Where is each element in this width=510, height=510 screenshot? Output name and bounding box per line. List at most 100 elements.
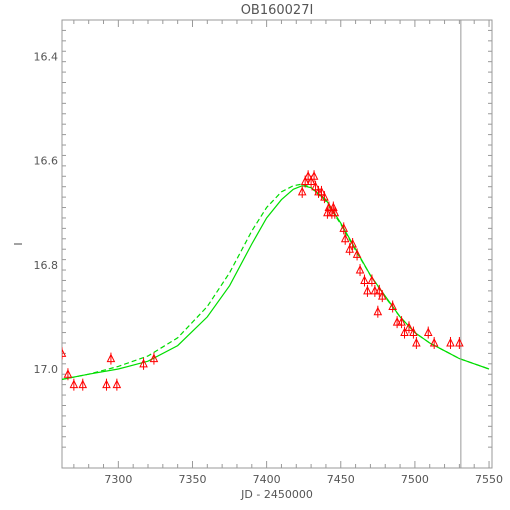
- data-point: [409, 326, 418, 339]
- data-point: [446, 336, 455, 349]
- chart-title: OB160027I: [241, 3, 314, 18]
- triangle-marker: [355, 264, 365, 274]
- triangle-marker: [455, 337, 464, 347]
- y-tick-label: 16.8: [34, 259, 59, 272]
- triangle-marker: [412, 337, 421, 347]
- x-tick-label: 7400: [253, 473, 281, 486]
- data-point: [388, 300, 397, 313]
- triangle-marker: [392, 317, 402, 326]
- axis-tick-labels: 7300 7350 7400 7450 7500 7550 16.4 16.6 16.8 17.0: [34, 50, 504, 486]
- data-point: [106, 352, 116, 365]
- observation-points: [62, 170, 464, 391]
- x-tick-label: 7350: [178, 473, 206, 486]
- triangle-marker: [63, 369, 73, 378]
- data-point: [352, 248, 362, 261]
- triangle-marker: [69, 379, 79, 389]
- triangle-marker: [297, 186, 307, 196]
- triangle-marker: [62, 348, 67, 357]
- data-point: [62, 347, 67, 360]
- data-point: [373, 305, 383, 318]
- data-point: [360, 274, 369, 287]
- data-point: [455, 336, 464, 349]
- triangle-marker: [311, 181, 320, 191]
- triangle-marker: [423, 327, 433, 337]
- triangle-marker: [303, 171, 313, 180]
- y-tick-label: 17.0: [34, 363, 59, 376]
- data-point: [78, 378, 88, 391]
- triangle-marker: [373, 306, 383, 316]
- triangle-marker: [339, 223, 349, 232]
- triangle-marker: [320, 191, 329, 201]
- model-curve-dashed: [62, 183, 490, 380]
- y-tick-label: 16.6: [34, 155, 59, 168]
- data-point: [317, 185, 326, 198]
- triangle-marker: [306, 176, 316, 185]
- triangle-marker: [139, 358, 148, 368]
- y-axis-title: I: [12, 242, 25, 245]
- data-point: [412, 336, 421, 349]
- data-point: [400, 326, 409, 339]
- triangle-marker: [409, 327, 418, 337]
- triangle-marker: [112, 379, 122, 389]
- data-point: [320, 191, 329, 204]
- triangle-marker: [360, 275, 369, 284]
- data-point: [102, 378, 111, 391]
- data-point: [375, 284, 384, 297]
- data-point: [63, 368, 73, 381]
- triangle-marker: [377, 290, 387, 300]
- x-axis-title: JD - 2450000: [240, 488, 313, 501]
- triangle-marker: [404, 322, 414, 331]
- data-point: [429, 336, 439, 349]
- data-point: [112, 378, 122, 391]
- triangle-marker: [330, 207, 340, 217]
- data-point: [363, 284, 372, 297]
- data-point: [348, 238, 357, 250]
- triangle-marker: [363, 285, 372, 295]
- plot-frame: [61, 19, 493, 469]
- triangle-marker: [388, 301, 397, 311]
- data-point: [423, 326, 433, 339]
- axis-ticks: [62, 20, 492, 468]
- x-tick-label: 7500: [401, 473, 429, 486]
- data-point: [139, 357, 148, 370]
- triangle-marker: [102, 379, 111, 389]
- triangle-marker: [352, 249, 362, 258]
- data-point: [370, 284, 380, 297]
- x-tick-label: 7550: [475, 473, 503, 486]
- data-point: [327, 206, 337, 219]
- data-point: [340, 232, 350, 245]
- triangle-marker: [324, 202, 334, 212]
- data-point: [404, 321, 414, 334]
- triangle-marker: [149, 353, 159, 363]
- triangle-marker: [400, 327, 409, 337]
- data-point: [377, 290, 387, 303]
- x-tick-label: 7300: [104, 473, 132, 486]
- data-point: [309, 170, 319, 183]
- triangle-marker: [300, 176, 310, 185]
- triangle-marker: [78, 379, 88, 389]
- data-point: [303, 170, 313, 183]
- data-point: [355, 264, 365, 277]
- model-curve-solid: [62, 185, 490, 380]
- triangle-marker: [345, 244, 354, 253]
- plot-area: [62, 20, 490, 468]
- triangle-marker: [370, 285, 380, 295]
- triangle-marker: [429, 337, 439, 347]
- triangle-marker: [309, 171, 319, 180]
- y-tick-label: 16.4: [34, 50, 59, 63]
- data-point: [339, 222, 349, 235]
- data-point: [297, 185, 307, 198]
- model-curves: [62, 183, 490, 380]
- triangle-marker: [367, 275, 377, 284]
- data-point: [69, 378, 79, 391]
- triangle-marker: [397, 317, 406, 326]
- data-point: [149, 352, 159, 365]
- triangle-marker: [340, 233, 350, 243]
- data-point: [330, 206, 340, 219]
- data-point: [392, 316, 402, 329]
- data-point: [311, 180, 320, 193]
- data-point: [397, 316, 406, 329]
- triangle-marker: [375, 285, 384, 295]
- triangle-marker: [446, 337, 455, 347]
